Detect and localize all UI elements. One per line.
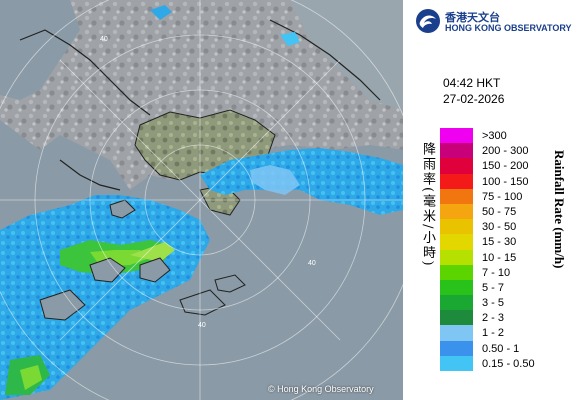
legend-item: 1 - 2 <box>440 325 550 341</box>
legend-label: 5 - 7 <box>482 281 505 294</box>
legend-label: 200 - 300 <box>482 145 529 158</box>
legend-swatch <box>440 279 473 296</box>
legend-item: 7 - 10 <box>440 264 550 280</box>
legend-label: 7 - 10 <box>482 266 511 279</box>
legend-item: 10 - 15 <box>440 249 550 265</box>
legend-swatch <box>440 143 473 159</box>
hko-emblem-icon <box>416 9 440 33</box>
legend-label: 75 - 100 <box>482 190 523 203</box>
legend-label: 150 - 200 <box>482 160 529 173</box>
legend-label: 1 - 2 <box>482 327 505 340</box>
legend-item: 3 - 5 <box>440 295 550 311</box>
legend-title-chinese: 降雨率(毫米/小時) <box>420 142 435 268</box>
legend-item: 0.15 - 0.50 <box>440 355 550 371</box>
observation-date: 27-02-2026 <box>443 92 505 106</box>
copyright-text: © Hong Kong Observatory <box>268 384 374 394</box>
legend-item: 50 - 75 <box>440 203 550 220</box>
rainfall-legend: >300 200 - 300 150 - 200 100 - 150 75 - 100 5… <box>440 128 550 371</box>
legend-item: 5 - 7 <box>440 279 550 296</box>
legend-item: 15 - 30 <box>440 234 550 250</box>
legend-swatch <box>440 355 473 371</box>
legend-swatch <box>440 219 473 235</box>
legend-label: 15 - 30 <box>482 236 517 249</box>
legend-swatch <box>440 173 473 189</box>
info-panel: 香港天文台 HONG KONG OBSERVATORY 04:42 HKT 27… <box>403 0 577 400</box>
observation-time: 04:42 HKT <box>443 76 501 90</box>
legend-item: 75 - 100 <box>440 188 550 204</box>
legend-swatch <box>440 340 473 356</box>
legend-swatch <box>440 203 473 220</box>
legend-label: 0.50 - 1 <box>482 342 520 355</box>
legend-swatch <box>440 188 473 204</box>
legend-item: >300 <box>440 128 550 144</box>
range-label: 40 <box>100 36 108 43</box>
legend-item: 150 - 200 <box>440 158 550 174</box>
legend-swatch <box>440 295 473 311</box>
logo-chinese-text: 香港天文台 <box>445 11 500 24</box>
legend-label: 100 - 150 <box>482 175 529 188</box>
legend-item: 2 - 3 <box>440 310 550 326</box>
legend-label: 2 - 3 <box>482 312 505 325</box>
logo-english-text: HONG KONG OBSERVATORY <box>445 23 572 33</box>
legend-swatch <box>440 158 473 174</box>
legend-swatch <box>440 310 473 326</box>
legend-swatch <box>440 128 473 144</box>
radar-map: 40 40 40 © Hong Kong Observatory <box>0 0 403 400</box>
legend-swatch <box>440 264 473 280</box>
range-label: 40 <box>198 322 206 329</box>
legend-label: 50 - 75 <box>482 205 517 218</box>
legend-swatch <box>440 234 473 250</box>
legend-item: 200 - 300 <box>440 143 550 159</box>
legend-label: 30 - 50 <box>482 221 517 234</box>
legend-swatch <box>440 325 473 341</box>
hko-logo: 香港天文台 HONG KONG OBSERVATORY <box>415 8 575 36</box>
legend-item: 100 - 150 <box>440 173 550 189</box>
legend-label: >300 <box>482 130 507 142</box>
legend-label: 3 - 5 <box>482 297 505 310</box>
legend-item: 0.50 - 1 <box>440 340 550 356</box>
radar-map-graphic <box>0 0 403 400</box>
legend-swatch <box>440 249 473 265</box>
legend-item: 30 - 50 <box>440 219 550 235</box>
range-label: 40 <box>308 260 316 267</box>
legend-label: 0.15 - 0.50 <box>482 357 535 370</box>
legend-label: 10 - 15 <box>482 251 517 264</box>
legend-title-english: Rainfall Rate (mm/h) <box>552 150 567 269</box>
